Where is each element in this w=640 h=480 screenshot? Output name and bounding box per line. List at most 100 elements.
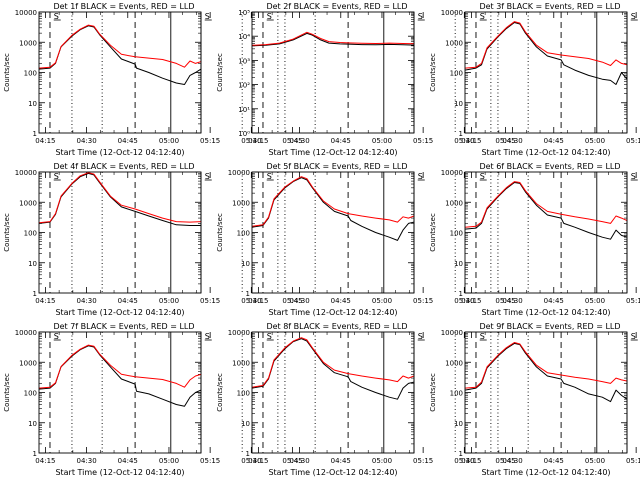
y-axis-label: Counts/sec (429, 373, 437, 412)
y-tick-label: 1000 (19, 199, 37, 207)
series-line-events (465, 182, 627, 240)
series-line-lld (252, 176, 414, 227)
x-tick-label: 05:30 (241, 137, 261, 145)
y-tick-label: 100 (237, 390, 250, 398)
x-axis-label: Start Time (12-Oct-12 04:12:40) (268, 468, 397, 477)
y-tick-label: 1 (459, 130, 463, 138)
y-tick-label: 10 (241, 260, 250, 268)
interval-marker-label: S (631, 172, 636, 181)
interval-marker-label: S (480, 172, 485, 181)
x-tick-label: 05:00 (585, 297, 605, 305)
series-line-lld (465, 21, 627, 69)
y-tick-label: 100 (237, 230, 250, 238)
interval-marker-label: S (54, 172, 59, 181)
y-tick-label: 10000 (15, 169, 37, 177)
y-tick-label: 1000 (232, 199, 250, 207)
interval-marker-label: S (267, 332, 272, 341)
x-tick-label: 05:15 (200, 297, 220, 305)
x-tick-label: 05:45 (282, 457, 302, 465)
x-tick-label: 04:45 (544, 297, 564, 305)
x-tick-label: 05:15 (413, 297, 433, 305)
y-tick-label: 10000 (441, 9, 463, 17)
x-axis-label: Start Time (12-Oct-12 04:12:40) (268, 148, 397, 157)
interval-marker-label: S (205, 12, 210, 21)
series-line-lld (39, 24, 201, 69)
x-tick-label: 04:30 (289, 137, 309, 145)
x-tick-label: 04:15 (35, 137, 55, 145)
y-axis-label: Counts/sec (216, 213, 224, 252)
interval-marker-label: S (205, 172, 210, 181)
x-tick-label: 05:00 (372, 137, 392, 145)
interval-marker-label: S (480, 12, 485, 21)
x-tick-label: 05:15 (200, 457, 220, 465)
x-tick-label: 04:30 (76, 137, 96, 145)
interval-marker-label: S (54, 12, 59, 21)
y-tick-label: 10 (454, 260, 463, 268)
x-tick-label: 04:15 (35, 457, 55, 465)
series-line-events (465, 342, 627, 403)
y-axis-label: Counts/sec (3, 213, 11, 252)
detector-panel-4: Det 4f BLACK = Events, RED = LLD Counts/s… (3, 162, 303, 317)
x-tick-label: 04:15 (461, 457, 481, 465)
series-line-events (252, 177, 414, 241)
y-tick-label: 1 (33, 290, 37, 298)
x-tick-label: 05:45 (495, 137, 515, 145)
y-tick-label: 100 (450, 390, 463, 398)
detector-panel-7: Det 7f BLACK = Events, RED = LLD Counts/s… (3, 322, 303, 477)
y-tick-label: 10 (454, 100, 463, 108)
y-tick-label: 1000 (445, 39, 463, 47)
y-tick-label: 10000 (228, 329, 250, 337)
x-tick-label: 05:00 (372, 297, 392, 305)
detector-panel-6: Det 6f BLACK = Events, RED = LLD Counts/s… (429, 162, 640, 317)
panel-title: Det 5f BLACK = Events, RED = LLD (266, 162, 407, 171)
plot-frame (38, 331, 202, 454)
y-tick-label: 1000 (19, 39, 37, 47)
detector-panel-5: Det 5f BLACK = Events, RED = LLD Counts/s… (216, 162, 516, 317)
interval-marker-label: S (631, 12, 636, 21)
x-tick-label: 05:15 (626, 297, 640, 305)
interval-marker-label: S (480, 332, 485, 341)
y-tick-label: 1000 (445, 199, 463, 207)
plot-frame (464, 171, 628, 294)
interval-marker-label: S (418, 332, 423, 341)
interval-marker-label: S (418, 172, 423, 181)
y-axis-label: Counts/sec (3, 373, 11, 412)
panel-title: Det 7f BLACK = Events, RED = LLD (53, 322, 194, 331)
x-axis-label: Start Time (12-Oct-12 04:12:40) (268, 308, 397, 317)
x-tick-label: 04:30 (502, 137, 522, 145)
x-tick-label: 04:45 (118, 457, 138, 465)
y-tick-label: 100 (24, 70, 37, 78)
series-group (39, 344, 201, 407)
x-tick-label: 05:15 (626, 457, 640, 465)
x-tick-label: 04:15 (35, 297, 55, 305)
x-tick-label: 05:15 (413, 137, 433, 145)
y-tick-label: 10000 (15, 9, 37, 17)
x-axis-label: Start Time (12-Oct-12 04:12:40) (55, 148, 184, 157)
x-tick-label: 05:45 (495, 297, 515, 305)
x-tick-label: 04:30 (76, 297, 96, 305)
x-tick-label: 04:15 (248, 137, 268, 145)
x-tick-label: 05:30 (241, 457, 261, 465)
plot-frame (38, 11, 202, 134)
y-tick-label: 10000 (441, 169, 463, 177)
x-tick-label: 05:15 (413, 457, 433, 465)
y-tick-label: 10000 (441, 329, 463, 337)
series-line-lld (252, 337, 414, 388)
x-tick-label: 05:00 (159, 457, 179, 465)
panel-title: Det 1f BLACK = Events, RED = LLD (53, 2, 194, 11)
y-axis-label: Counts/sec (3, 53, 11, 92)
y-tick-label: 1 (459, 290, 463, 298)
x-tick-label: 05:15 (200, 137, 220, 145)
panel-title: Det 2f BLACK = Events, RED = LLD (266, 2, 407, 11)
panel-title: Det 8f BLACK = Events, RED = LLD (266, 322, 407, 331)
x-tick-label: 04:45 (118, 137, 138, 145)
y-tick-label: 10 (241, 420, 250, 428)
y-tick-label: 10 (454, 420, 463, 428)
y-tick-label: 1 (33, 450, 37, 458)
y-axis-label: Counts/sec (429, 213, 437, 252)
interval-marker-label: S (631, 332, 636, 341)
x-tick-label: 05:45 (282, 297, 302, 305)
y-tick-label: 10000 (15, 329, 37, 337)
plot-frame (464, 11, 628, 134)
